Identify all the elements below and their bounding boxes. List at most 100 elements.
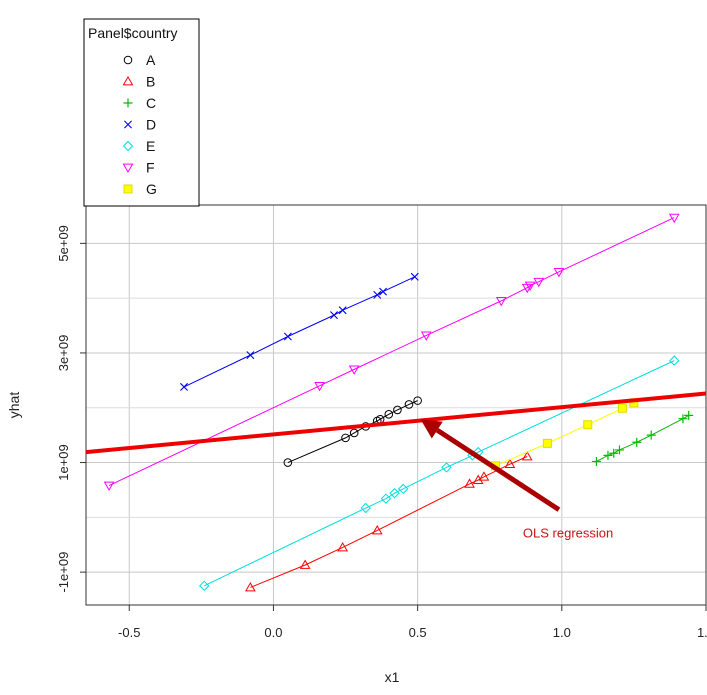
data-point-E [389, 488, 400, 499]
series-line-B [250, 456, 528, 588]
data-point-B [371, 524, 383, 535]
data-point-E [380, 493, 392, 504]
series-F [103, 213, 680, 492]
legend-title: Panel$country [88, 25, 178, 41]
y-axis-title: yhat [6, 392, 22, 419]
series-G [490, 398, 639, 471]
data-point-C [609, 448, 619, 458]
axes: -0.5 0.0 0.5 1.0 1.5 -1e+09 1e+09 3e+09 5e+09 [56, 225, 707, 640]
data-point-E [669, 355, 680, 366]
data-point-A [341, 433, 350, 443]
legend-marker-C [123, 98, 133, 108]
data-point-C [603, 450, 613, 460]
legend-item-C: C [123, 95, 156, 111]
series-C [591, 410, 694, 466]
data-point-F [524, 281, 536, 292]
data-point-F [533, 277, 545, 288]
x-tick-label: 1.5 [697, 625, 707, 640]
annotation-arrow-shaft [435, 428, 561, 512]
data-point-D [180, 382, 189, 391]
data-point-C [614, 445, 624, 455]
legend-marker-E [122, 140, 134, 152]
data-point-C [646, 430, 656, 440]
legend-item-E: E [122, 138, 155, 154]
data-point-D [410, 272, 419, 281]
data-point-B [337, 541, 349, 552]
data-point-G [583, 420, 593, 430]
data-point-E [360, 502, 371, 514]
grid [86, 205, 707, 605]
data-point-D [379, 287, 388, 296]
data-point-A [393, 405, 402, 415]
x-tick-label: 1.0 [553, 625, 571, 640]
data-point-D [338, 306, 347, 315]
data-point-A [349, 428, 359, 438]
legend-label-E: E [146, 138, 155, 154]
data-point-A [384, 410, 394, 419]
data-point-F [553, 267, 565, 278]
x-tick-label: -0.5 [118, 625, 140, 640]
data-point-B [299, 559, 311, 569]
data-point-F [348, 365, 360, 375]
data-point-C [684, 410, 694, 420]
data-point-F [668, 213, 680, 224]
legend-label-A: A [146, 52, 156, 68]
y-tick-label: 3e+09 [56, 335, 71, 372]
data-point-B [521, 450, 533, 461]
data-point-C [632, 437, 642, 447]
data-point-D [283, 332, 292, 341]
data-point-C [591, 456, 601, 466]
data-point-E [441, 462, 452, 473]
series-line-D [183, 276, 415, 388]
x-tick-label: 0.0 [264, 625, 282, 640]
data-point-C [678, 414, 688, 424]
ols-line [85, 391, 707, 455]
data-point-B [504, 458, 516, 469]
data-point-G [542, 438, 552, 448]
legend-label-C: C [146, 95, 156, 111]
plot-frame [85, 204, 707, 606]
data-point-E [398, 483, 409, 495]
data-point-A [283, 458, 293, 467]
legend-item-A: A [123, 52, 156, 68]
series-B [245, 450, 533, 592]
data-point-B [472, 474, 484, 484]
legend-box [83, 18, 200, 207]
data-point-D [246, 351, 255, 360]
x-tick-label: 0.5 [409, 625, 427, 640]
data-point-F [103, 481, 115, 492]
annotation-label: OLS regression [523, 526, 613, 541]
data-point-A [413, 396, 422, 405]
legend-marker-F [122, 163, 134, 174]
data-point-B [464, 478, 475, 488]
data-point-B [478, 471, 490, 481]
y-tick-label: 1e+09 [56, 444, 71, 481]
legend-marker-A [123, 55, 133, 65]
legend-label-G: G [146, 181, 157, 197]
data-point-E [199, 580, 210, 592]
data-point-B [245, 581, 256, 592]
series-line-E [204, 360, 675, 587]
legend-marker-G [123, 184, 133, 194]
data-point-D [373, 290, 382, 299]
series-line-C [596, 414, 689, 462]
series-line-F [108, 217, 675, 486]
data-point-F [314, 381, 325, 392]
series [103, 213, 694, 592]
ols-regression-line [85, 391, 707, 455]
series-E [199, 355, 680, 592]
y-tick-label: 5e+09 [56, 225, 71, 262]
data-point-F [420, 331, 432, 341]
legend-item-D: D [124, 117, 156, 133]
legend-marker-D [124, 120, 132, 129]
data-point-D [330, 311, 338, 320]
y-tick-label: -1e+09 [56, 552, 71, 593]
legend-label-D: D [146, 117, 156, 133]
series-D [180, 272, 419, 391]
data-point-A [404, 400, 414, 409]
legend-item-G: G [123, 181, 157, 197]
legend-item-B: B [122, 74, 155, 90]
